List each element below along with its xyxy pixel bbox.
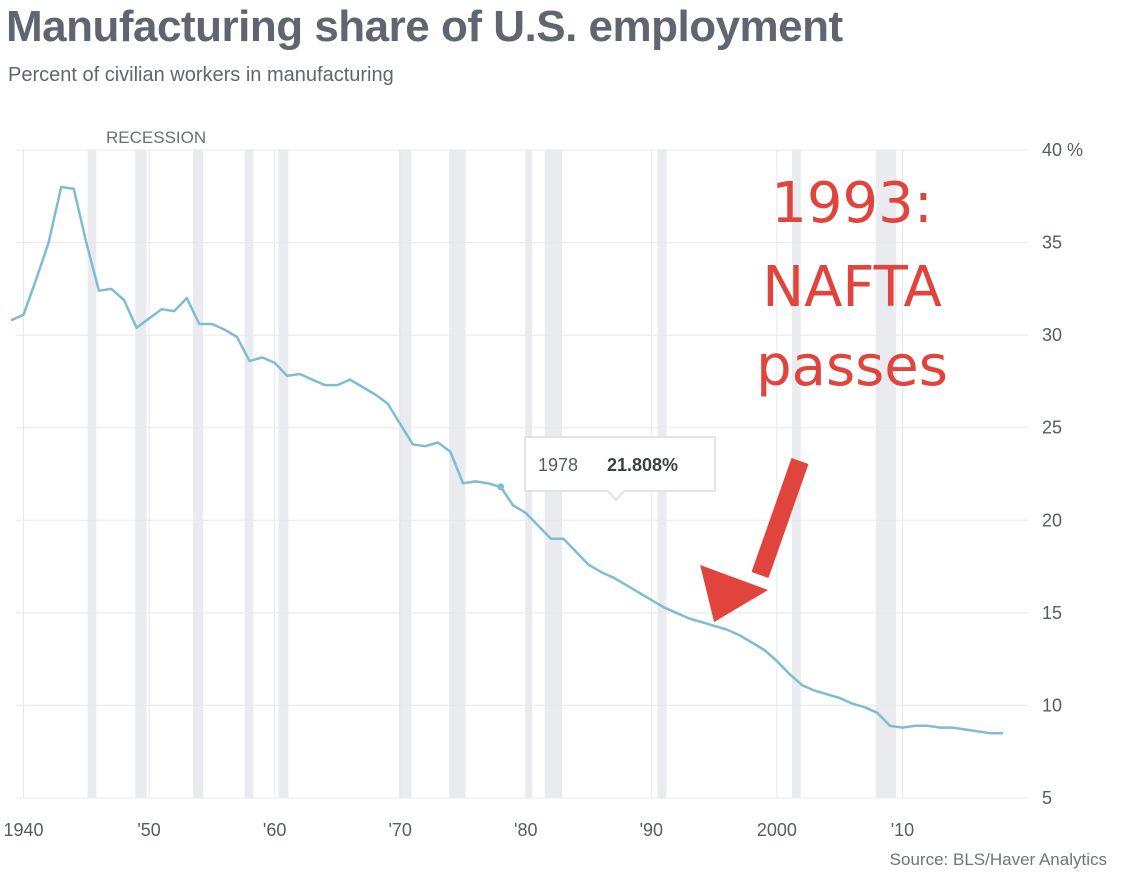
series-line-layer bbox=[10, 185, 1003, 735]
tooltip-point bbox=[497, 483, 505, 491]
recession-bands bbox=[87, 150, 897, 798]
y-tick-label: 40 % bbox=[1042, 140, 1083, 160]
recession-band bbox=[135, 150, 147, 798]
x-tick-label: 1940 bbox=[4, 820, 44, 840]
y-tick-label: 25 bbox=[1042, 418, 1062, 438]
chart-title: Manufacturing share of U.S. employment bbox=[6, 2, 843, 51]
x-tick-label: '90 bbox=[640, 820, 663, 840]
recession-band bbox=[449, 150, 466, 798]
tooltip-year: 1978 bbox=[538, 455, 578, 475]
tooltip-value: 21.808% bbox=[607, 455, 678, 475]
x-tick-label: '50 bbox=[137, 820, 160, 840]
x-tick-label: '10 bbox=[891, 820, 914, 840]
x-tick-label: '80 bbox=[514, 820, 537, 840]
annotation-text-line: NAFTA bbox=[762, 255, 942, 320]
chart-source: Source: BLS/Haver Analytics bbox=[889, 850, 1107, 869]
y-tick-label: 5 bbox=[1042, 788, 1052, 808]
recession-band bbox=[87, 150, 97, 798]
nafta-annotation: 1993: NAFTA passes bbox=[700, 171, 948, 622]
y-axis-ticks: 40 % 35 30 25 20 15 10 5 bbox=[1042, 140, 1083, 808]
x-tick-label: '60 bbox=[263, 820, 286, 840]
annotation-text-line: 1993: bbox=[771, 171, 932, 236]
annotation-arrow-head bbox=[700, 565, 769, 622]
recession-band bbox=[193, 150, 204, 798]
y-tick-label: 35 bbox=[1042, 233, 1062, 253]
y-tick-label: 10 bbox=[1042, 695, 1062, 715]
tooltip-box bbox=[524, 436, 716, 502]
x-tick-label: '70 bbox=[388, 820, 411, 840]
y-tick-label: 30 bbox=[1042, 325, 1062, 345]
annotation-text-line: passes bbox=[756, 334, 948, 399]
tooltip: 1978 21.808% bbox=[497, 436, 716, 502]
y-tick-label: 20 bbox=[1042, 510, 1062, 530]
recession-band bbox=[278, 150, 289, 798]
x-axis-ticks: 1940 '50 '60 '70 '80 '90 2000 '10 bbox=[4, 820, 915, 840]
annotation-arrow-shaft bbox=[751, 458, 809, 578]
recession-label: RECESSION bbox=[106, 128, 206, 147]
x-tick-label: 2000 bbox=[757, 820, 797, 840]
recession-band bbox=[398, 150, 412, 798]
series-line bbox=[10, 185, 1003, 735]
grid-lines bbox=[16, 149, 1028, 799]
y-tick-label: 15 bbox=[1042, 603, 1062, 623]
recession-band bbox=[876, 150, 897, 798]
chart-subtitle: Percent of civilian workers in manufactu… bbox=[8, 64, 394, 86]
recession-band bbox=[244, 150, 254, 798]
